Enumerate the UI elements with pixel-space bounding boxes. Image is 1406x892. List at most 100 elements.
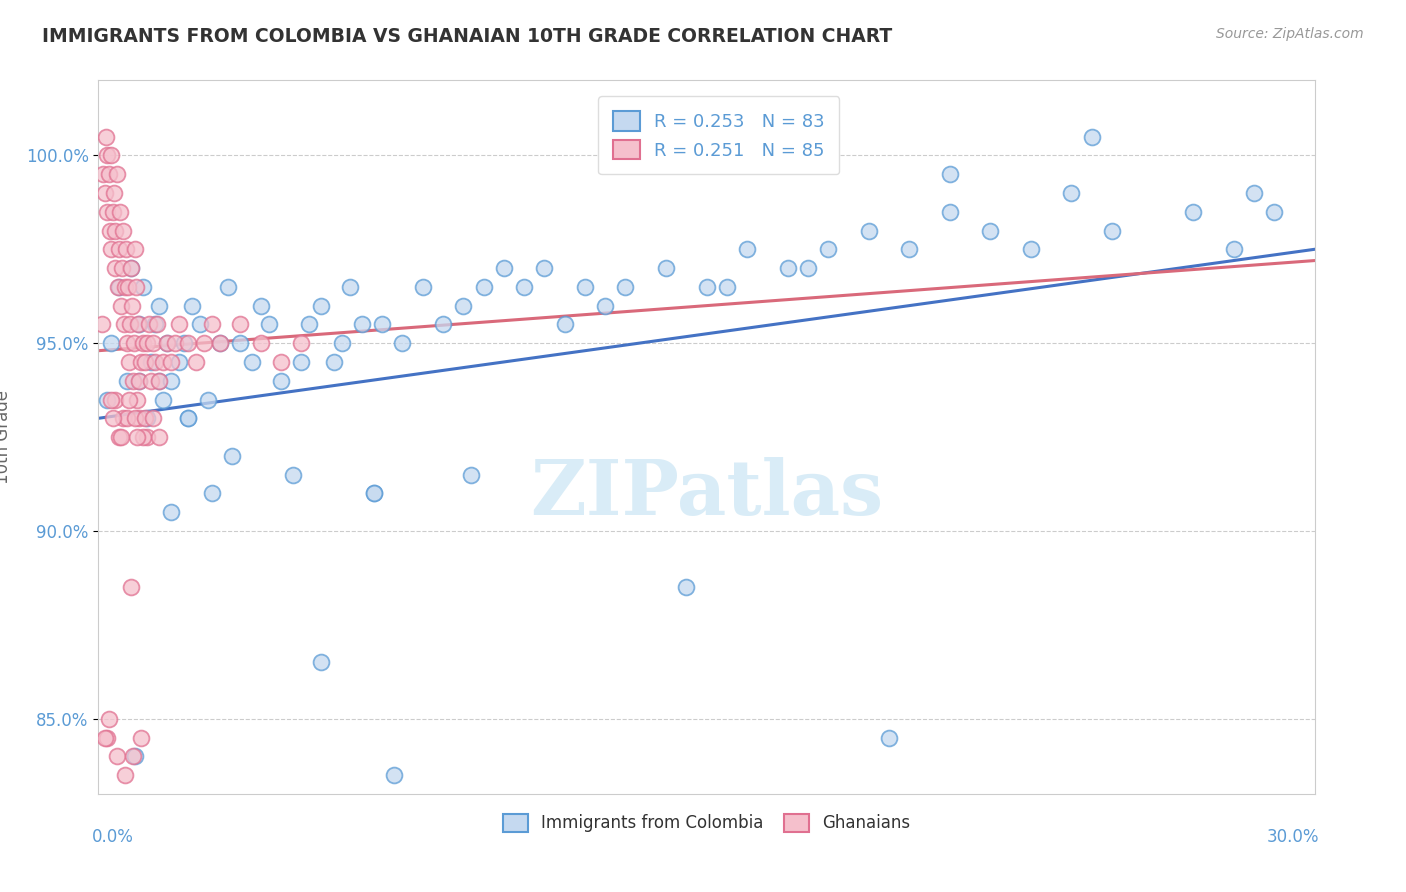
Point: [221, 449, 243, 463]
Point: [118, 392, 141, 407]
Point: [110, 299, 132, 313]
Point: [115, 374, 138, 388]
Point: [110, 430, 132, 444]
Point: [1080, 129, 1102, 144]
Point: [160, 374, 183, 388]
Point: [107, 280, 129, 294]
Point: [122, 749, 145, 764]
Point: [93, 731, 115, 745]
Point: [197, 392, 219, 407]
Point: [96, 204, 118, 219]
Point: [298, 318, 321, 332]
Point: [118, 318, 141, 332]
Point: [270, 374, 292, 388]
Point: [118, 355, 141, 369]
Point: [176, 411, 198, 425]
Point: [91, 167, 114, 181]
Point: [124, 411, 146, 425]
Point: [104, 223, 127, 237]
Point: [100, 392, 122, 407]
Point: [100, 336, 122, 351]
Point: [107, 242, 129, 256]
Point: [472, 280, 495, 294]
Point: [201, 318, 224, 332]
Y-axis label: 10th Grade: 10th Grade: [0, 390, 11, 484]
Point: [148, 299, 170, 313]
Point: [180, 299, 202, 313]
Point: [139, 355, 162, 369]
Point: [136, 430, 159, 444]
Point: [156, 336, 179, 351]
Point: [696, 280, 718, 294]
Point: [184, 355, 207, 369]
Point: [93, 186, 115, 200]
Point: [776, 261, 799, 276]
Point: [330, 336, 353, 351]
Point: [101, 204, 124, 219]
Point: [858, 223, 880, 237]
Point: [249, 336, 271, 351]
Point: [105, 167, 128, 181]
Point: [91, 318, 114, 332]
Point: [412, 280, 434, 294]
Point: [142, 411, 165, 425]
Point: [114, 768, 136, 782]
Point: [939, 167, 962, 181]
Point: [169, 355, 191, 369]
Point: [492, 261, 515, 276]
Point: [350, 318, 373, 332]
Point: [735, 242, 758, 256]
Point: [114, 280, 136, 294]
Point: [176, 411, 198, 425]
Point: [363, 486, 385, 500]
Point: [111, 261, 134, 276]
Point: [160, 355, 183, 369]
Point: [217, 280, 239, 294]
Point: [209, 336, 232, 351]
Point: [96, 392, 118, 407]
Point: [229, 318, 252, 332]
Point: [797, 261, 820, 276]
Point: [1101, 223, 1123, 237]
Point: [152, 355, 174, 369]
Point: [614, 280, 637, 294]
Point: [120, 261, 142, 276]
Point: [290, 336, 312, 351]
Point: [143, 318, 166, 332]
Point: [98, 223, 121, 237]
Point: [94, 129, 117, 144]
Point: [176, 336, 198, 351]
Point: [655, 261, 678, 276]
Point: [1243, 186, 1265, 200]
Point: [716, 280, 738, 294]
Point: [229, 336, 252, 351]
Point: [156, 336, 179, 351]
Point: [111, 223, 134, 237]
Point: [128, 374, 150, 388]
Point: [1263, 204, 1285, 219]
Point: [188, 318, 211, 332]
Point: [877, 731, 900, 745]
Point: [382, 768, 405, 782]
Point: [148, 430, 170, 444]
Point: [121, 299, 143, 313]
Point: [249, 299, 271, 313]
Point: [193, 336, 215, 351]
Point: [533, 261, 555, 276]
Point: [270, 355, 292, 369]
Point: [453, 299, 475, 313]
Point: [290, 355, 312, 369]
Point: [125, 430, 148, 444]
Point: [152, 392, 174, 407]
Point: [979, 223, 1001, 237]
Point: [209, 336, 232, 351]
Point: [96, 148, 118, 162]
Point: [115, 242, 138, 256]
Text: IMMIGRANTS FROM COLOMBIA VS GHANAIAN 10TH GRADE CORRELATION CHART: IMMIGRANTS FROM COLOMBIA VS GHANAIAN 10T…: [42, 27, 893, 45]
Point: [101, 411, 124, 425]
Point: [574, 280, 596, 294]
Point: [371, 318, 394, 332]
Point: [108, 204, 131, 219]
Point: [136, 336, 159, 351]
Point: [311, 656, 333, 670]
